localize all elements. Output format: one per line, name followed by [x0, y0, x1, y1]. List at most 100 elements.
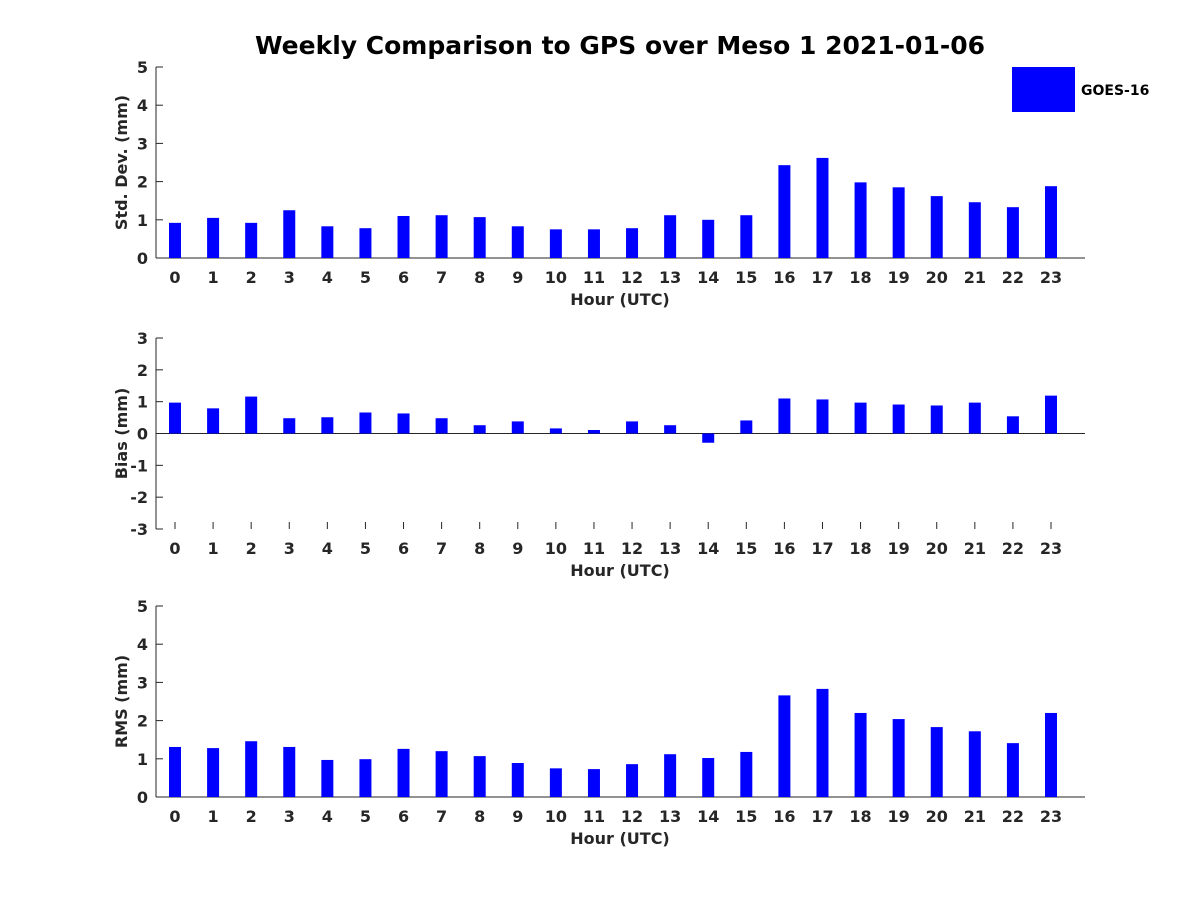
std-dev-x-tick-label: 2 [246, 268, 257, 287]
bias-x-tick-label: 17 [811, 539, 833, 558]
rms-bar-hour-21 [968, 731, 981, 797]
std-dev-x-tick-label: 12 [621, 268, 643, 287]
std-dev-x-tick-label: 9 [512, 268, 523, 287]
std-dev-x-tick-label: 5 [360, 268, 371, 287]
rms-x-tick-label: 1 [208, 807, 219, 826]
bias-x-tick-label: 21 [964, 539, 986, 558]
std-dev-y-tick-label: 4 [137, 96, 148, 115]
bias-bar-hour-13 [664, 425, 677, 434]
bias-bar-hour-9 [511, 421, 524, 434]
std-dev-x-tick-label: 3 [284, 268, 295, 287]
rms-x-tick-label: 21 [964, 807, 986, 826]
rms-bar-hour-10 [549, 768, 562, 797]
rms-x-tick-label: 10 [545, 807, 567, 826]
bias-x-tick-label: 8 [474, 539, 485, 558]
rms-y-tick-label: 2 [137, 712, 148, 731]
bias-x-tick-label: 14 [697, 539, 719, 558]
std-dev-x-tick-label: 18 [849, 268, 871, 287]
std-dev-bar-hour-8 [473, 217, 486, 258]
bias-x-tick-label: 13 [659, 539, 681, 558]
rms-x-tick-label: 19 [888, 807, 910, 826]
rms-x-tick-label: 3 [284, 807, 295, 826]
bias-y-tick-label: -1 [130, 456, 148, 475]
rms-bar-hour-5 [359, 759, 372, 797]
rms-y-tick-label: 4 [137, 635, 148, 654]
rms-x-tick-label: 7 [436, 807, 447, 826]
rms-x-tick-label: 0 [169, 807, 180, 826]
bias-x-tick-label: 16 [773, 539, 795, 558]
std-dev-x-tick-label: 19 [888, 268, 910, 287]
bias-x-tick-label: 6 [398, 539, 409, 558]
bias-bar-hour-16 [778, 398, 791, 434]
std-dev-x-tick-label: 0 [169, 268, 180, 287]
std-dev-y-tick-label: 0 [137, 249, 148, 268]
std-dev-x-tick-label: 8 [474, 268, 485, 287]
std-dev-y-tick-label: 2 [137, 173, 148, 192]
bias-bar-hour-10 [549, 428, 562, 434]
std-dev-x-tick-label: 16 [773, 268, 795, 287]
std-dev-bar-hour-23 [1045, 186, 1057, 258]
rms-x-tick-label: 11 [583, 807, 605, 826]
std-dev-bar-hour-6 [397, 215, 410, 258]
std-dev-bar-hour-1 [207, 217, 220, 258]
bias-y-tick-label: 0 [137, 425, 148, 444]
std-dev-y-tick-label: 5 [137, 58, 148, 77]
std-dev-bar-hour-15 [740, 215, 753, 258]
bias-y-tick-label: -3 [130, 520, 148, 539]
std-dev-x-tick-label: 1 [208, 268, 219, 287]
rms-x-tick-label: 6 [398, 807, 409, 826]
bias-bar-hour-5 [359, 412, 372, 434]
rms-x-tick-label: 14 [697, 807, 719, 826]
std-dev-bar-hour-11 [587, 229, 600, 258]
bias-bar-hour-14 [702, 433, 715, 443]
std-dev-x-tick-label: 10 [545, 268, 567, 287]
bias-bar-hour-0 [169, 402, 181, 434]
rms-bar-hour-17 [816, 688, 829, 797]
bias-x-tick-label: 19 [888, 539, 910, 558]
rms-bar-hour-7 [435, 751, 448, 797]
bias-bar-hour-1 [207, 408, 220, 434]
std-dev-x-tick-label: 20 [926, 268, 948, 287]
bias-x-tick-label: 22 [1002, 539, 1024, 558]
std-dev-bar-hour-0 [169, 222, 181, 258]
std-dev-x-axis-label: Hour (UTC) [570, 290, 670, 309]
bias-bar-hour-8 [473, 425, 486, 434]
rms-x-tick-label: 17 [811, 807, 833, 826]
std-dev-y-tick-label: 3 [137, 134, 148, 153]
rms-x-tick-label: 5 [360, 807, 371, 826]
rms-x-tick-label: 22 [1002, 807, 1024, 826]
rms-x-tick-label: 18 [849, 807, 871, 826]
rms-bar-hour-3 [283, 746, 296, 797]
bias-x-axis-label: Hour (UTC) [570, 561, 670, 580]
bias-bar-hour-7 [435, 418, 448, 434]
std-dev-bar-hour-7 [435, 215, 448, 258]
rms-y-axis-label: RMS (mm) [112, 655, 131, 748]
rms-bar-hour-18 [854, 712, 867, 797]
std-dev-bar-hour-19 [892, 187, 905, 258]
bias-x-tick-label: 20 [926, 539, 948, 558]
rms-bar-hour-0 [169, 746, 181, 797]
bias-bar-hour-2 [245, 396, 258, 434]
rms-bar-hour-14 [702, 758, 715, 797]
std-dev-x-tick-label: 21 [964, 268, 986, 287]
legend-label-goes-16: GOES-16 [1081, 83, 1149, 99]
legend: GOES-16 [1012, 67, 1149, 112]
bias-bar-hour-20 [930, 405, 943, 434]
std-dev-bar-hour-18 [854, 182, 867, 258]
std-dev-y-tick-label: 1 [137, 211, 148, 230]
rms-bar-hour-4 [321, 759, 334, 797]
bias-bar-hour-11 [587, 429, 600, 434]
std-dev-x-tick-label: 4 [322, 268, 333, 287]
bias-bar-hour-18 [854, 402, 867, 434]
bias-y-tick-label: -2 [130, 488, 148, 507]
bias-x-tick-label: 7 [436, 539, 447, 558]
std-dev-x-tick-label: 7 [436, 268, 447, 287]
rms-x-tick-label: 12 [621, 807, 643, 826]
std-dev-bar-hour-10 [549, 229, 562, 258]
std-dev-bar-hour-3 [283, 210, 296, 258]
chart-title: Weekly Comparison to GPS over Meso 1 202… [255, 31, 985, 60]
std-dev-bar-hour-12 [626, 228, 639, 258]
bias-bar-hour-3 [283, 418, 296, 434]
